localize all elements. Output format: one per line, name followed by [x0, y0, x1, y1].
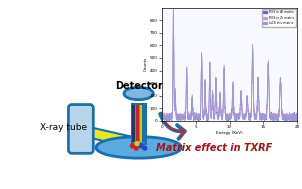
Bar [143, 105, 145, 142]
Legend: MES in Al matrix, MES in Zr matrix, IuCS in u matrix: MES in Al matrix, MES in Zr matrix, IuCS… [262, 9, 296, 27]
FancyArrowPatch shape [160, 114, 185, 139]
Bar [132, 105, 135, 142]
Ellipse shape [96, 137, 181, 158]
Ellipse shape [98, 138, 179, 157]
Text: X-ray tube: X-ray tube [40, 123, 87, 132]
Circle shape [135, 142, 139, 146]
Ellipse shape [124, 87, 153, 100]
Circle shape [134, 146, 138, 150]
FancyArrowPatch shape [162, 112, 185, 136]
Circle shape [143, 146, 147, 150]
Bar [132, 104, 146, 144]
Bar [140, 105, 142, 142]
FancyBboxPatch shape [69, 105, 93, 153]
X-axis label: Energy (KeV): Energy (KeV) [216, 131, 243, 135]
Ellipse shape [126, 89, 152, 98]
Circle shape [130, 144, 134, 148]
Circle shape [139, 144, 143, 148]
Text: Matrix effect in TXRF: Matrix effect in TXRF [156, 143, 272, 153]
Bar [136, 105, 140, 142]
FancyBboxPatch shape [69, 105, 93, 153]
Y-axis label: Counts: Counts [144, 57, 148, 71]
Text: Detector: Detector [115, 81, 162, 91]
